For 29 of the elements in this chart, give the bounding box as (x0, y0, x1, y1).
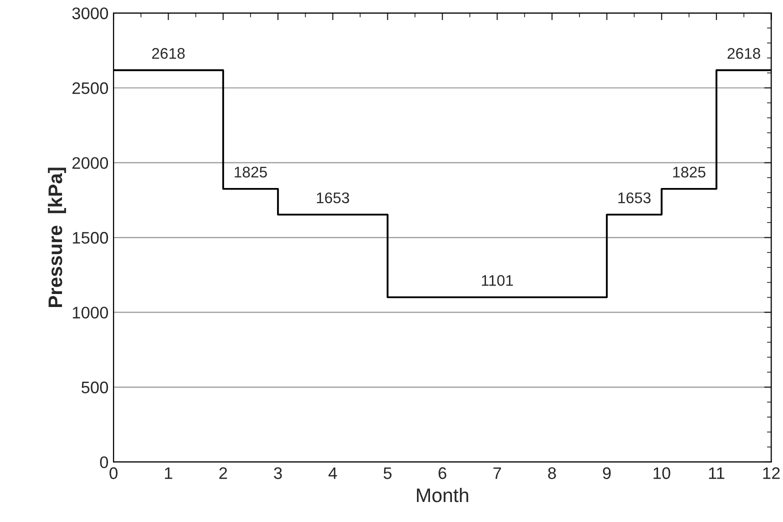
x-tick-label: 12 (763, 467, 780, 479)
x-tick-label: 3 (274, 467, 282, 480)
annotation: 2618 (728, 48, 760, 59)
x-tick-label: 0 (110, 467, 118, 480)
x-tick-label: 6 (438, 467, 446, 480)
y-tick-label: 2000 (72, 157, 108, 169)
x-tick-label: 5 (384, 467, 392, 480)
y-tick-label: 1500 (72, 232, 108, 244)
annotation: 1653 (618, 192, 651, 204)
annotation: 1101 (482, 275, 513, 286)
y-tick-label: 500 (82, 382, 108, 394)
x-tick-label: 10 (654, 467, 670, 480)
x-axis-title: Month (416, 488, 468, 502)
x-tick-label: 1 (164, 467, 172, 479)
x-tick-label: 9 (602, 467, 611, 480)
x-tick-label: 4 (328, 467, 337, 479)
y-axis-title: Pressure [kPa] (48, 168, 66, 307)
annotation: 1825 (673, 166, 706, 178)
x-tick-label: 2 (219, 467, 227, 479)
y-tick-label: 2500 (72, 82, 108, 94)
x-tick-label: 8 (548, 467, 556, 480)
annotation: 1825 (234, 166, 267, 178)
annotation: 2618 (152, 48, 185, 59)
y-tick-label: 3000 (72, 7, 108, 20)
y-tick-label: 1000 (72, 306, 108, 319)
x-tick-label: 7 (493, 467, 502, 479)
y-tick-label: 0 (100, 456, 108, 468)
annotation: 1653 (316, 192, 350, 204)
x-tick-label: 11 (709, 467, 724, 479)
